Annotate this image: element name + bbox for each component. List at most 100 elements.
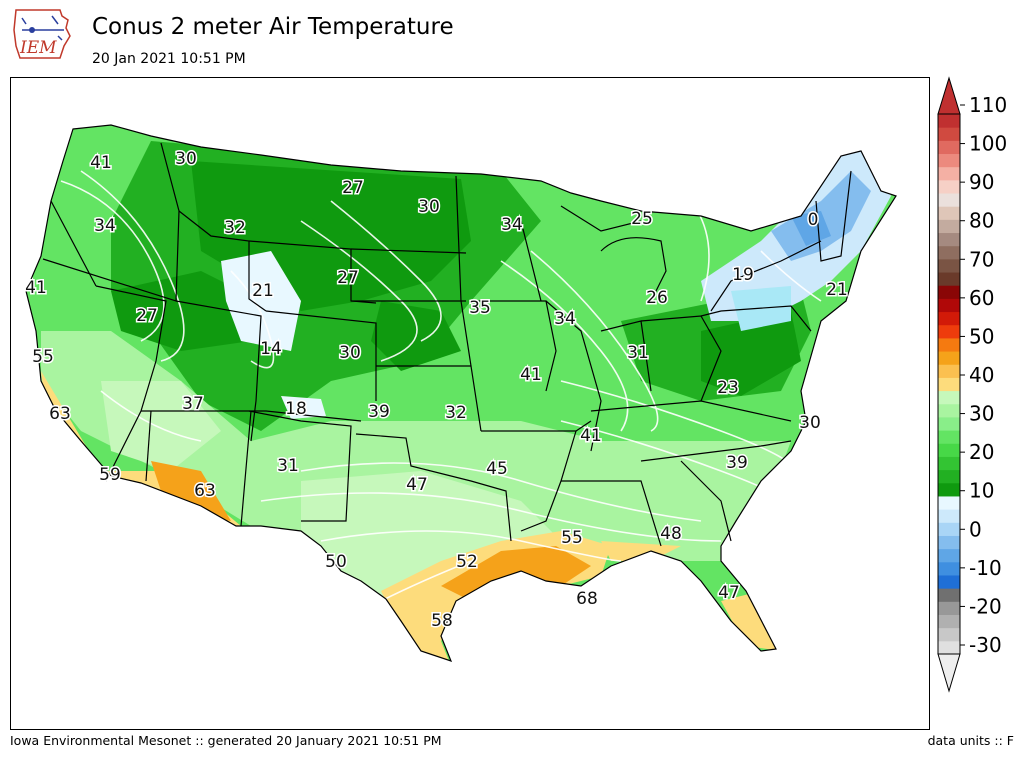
colorbar-cell [938,574,960,589]
station-label: 55 [32,347,54,367]
colorbar-tick-label: 20 [969,440,994,464]
station-label: 68 [576,589,598,609]
colorbar-top-arrow [937,76,961,115]
state-borders [42,142,852,547]
colorbar-tick-label: 0 [969,517,982,541]
colorbar-tick-label: 80 [969,209,994,233]
station-label: 30 [418,197,440,217]
station-label: 39 [368,402,390,422]
station-label: 41 [25,278,47,298]
colorbar-tick-label: -30 [969,633,1002,657]
colorbar-cell [938,627,960,642]
temperature-fill [26,125,896,661]
station-label: 23 [717,378,739,398]
station-label: 41 [580,426,602,446]
logo-text: IEM [19,38,57,58]
colorbar-frame [937,113,961,655]
colorbar-cell [938,311,960,326]
colorbar-cell [938,166,960,181]
colorbar-cell [938,377,960,392]
station-labels: 41 30 27 30 34 25 0 34 32 41 21 27 19 21… [24,148,850,633]
station-label: 59 [99,465,121,485]
station-label: 30 [799,413,821,433]
station-label: 27 [136,306,158,326]
colorbar-tick-label: 110 [969,93,1007,117]
colorbar-cell [938,522,960,536]
colorbar-tick-label: 60 [969,286,994,310]
colorbar-cell [938,614,960,629]
colorbar-cell [938,140,960,155]
colorbar-cell [938,430,960,444]
station-label: 34 [94,216,116,236]
station-label: 32 [224,218,246,238]
colorbar-cell [938,351,960,365]
colorbar-cell [938,364,960,378]
colorbar-cell [938,640,960,655]
colorbar-cell [938,495,960,510]
temperature-map: 41 30 27 30 34 25 0 34 32 41 21 27 19 21… [24,124,897,662]
station-label: 19 [732,265,754,285]
station-label: 47 [718,583,740,603]
colorbar-tick-label: 40 [969,363,994,387]
station-label: 41 [90,153,112,173]
map-title: Conus 2 meter Air Temperature [92,14,454,40]
map-panel: 41 30 27 30 34 25 0 34 32 41 21 27 19 21… [10,77,930,730]
station-label: 63 [194,481,216,501]
colorbar-cell [938,469,960,484]
station-label: 25 [631,209,653,229]
colorbar-cell [938,482,960,497]
station-label: 31 [627,343,649,363]
colorbar-tick-label: 50 [969,324,994,348]
colorbar-cell [938,535,960,550]
colorbar-cell [938,127,960,141]
colorbar-cell [938,548,960,563]
colorbar-cell [938,285,960,299]
station-label: 26 [646,288,668,308]
station-label: 55 [561,528,583,548]
station-label: 27 [337,268,359,288]
station-label: 58 [431,611,453,631]
colorbar-cell [938,588,960,602]
colorbar-cells [938,114,960,655]
colorbar-bottom-arrow [937,653,961,693]
contour-lines [60,170,822,602]
colorbar-cell [938,153,960,168]
colorbar-tick-label: 100 [969,132,1007,156]
station-label: 39 [726,453,748,473]
colorbar-cell [938,456,960,471]
colorbar-cell [938,114,960,128]
station-label: 21 [252,281,274,301]
colorbar-cell [938,443,960,457]
station-label: 37 [182,394,204,414]
colorbar-cell [938,337,960,352]
station-label: 27 [342,178,364,198]
iem-logo: IEM [13,9,71,59]
colorbar-tick-label: -20 [969,594,1002,618]
colorbar-cell [938,258,960,273]
colorbar-cell [938,219,960,234]
footer-units: data units :: F [927,733,1014,748]
station-label: 34 [554,309,576,329]
colorbar-cell [938,390,960,405]
colorbar-cell [938,232,960,247]
colorbar-cell [938,509,960,523]
station-label: 30 [175,149,197,169]
station-label: 50 [325,552,347,572]
colorbar-tick-label: 10 [969,479,994,503]
station-label: 48 [660,524,682,544]
station-label: 63 [49,404,71,424]
colorbar-cell [938,324,960,339]
station-label: 31 [277,456,299,476]
station-label: 32 [445,403,467,423]
colorbar-cell [938,403,960,418]
colorbar-cell [938,193,960,207]
station-label: 35 [469,298,491,318]
colorbar-cell [938,179,960,194]
colorbar-tick-label: 90 [969,170,994,194]
station-label: 45 [486,459,508,479]
colorbar-cell [938,245,960,260]
station-label: 47 [406,475,428,495]
station-label: 41 [520,365,542,385]
